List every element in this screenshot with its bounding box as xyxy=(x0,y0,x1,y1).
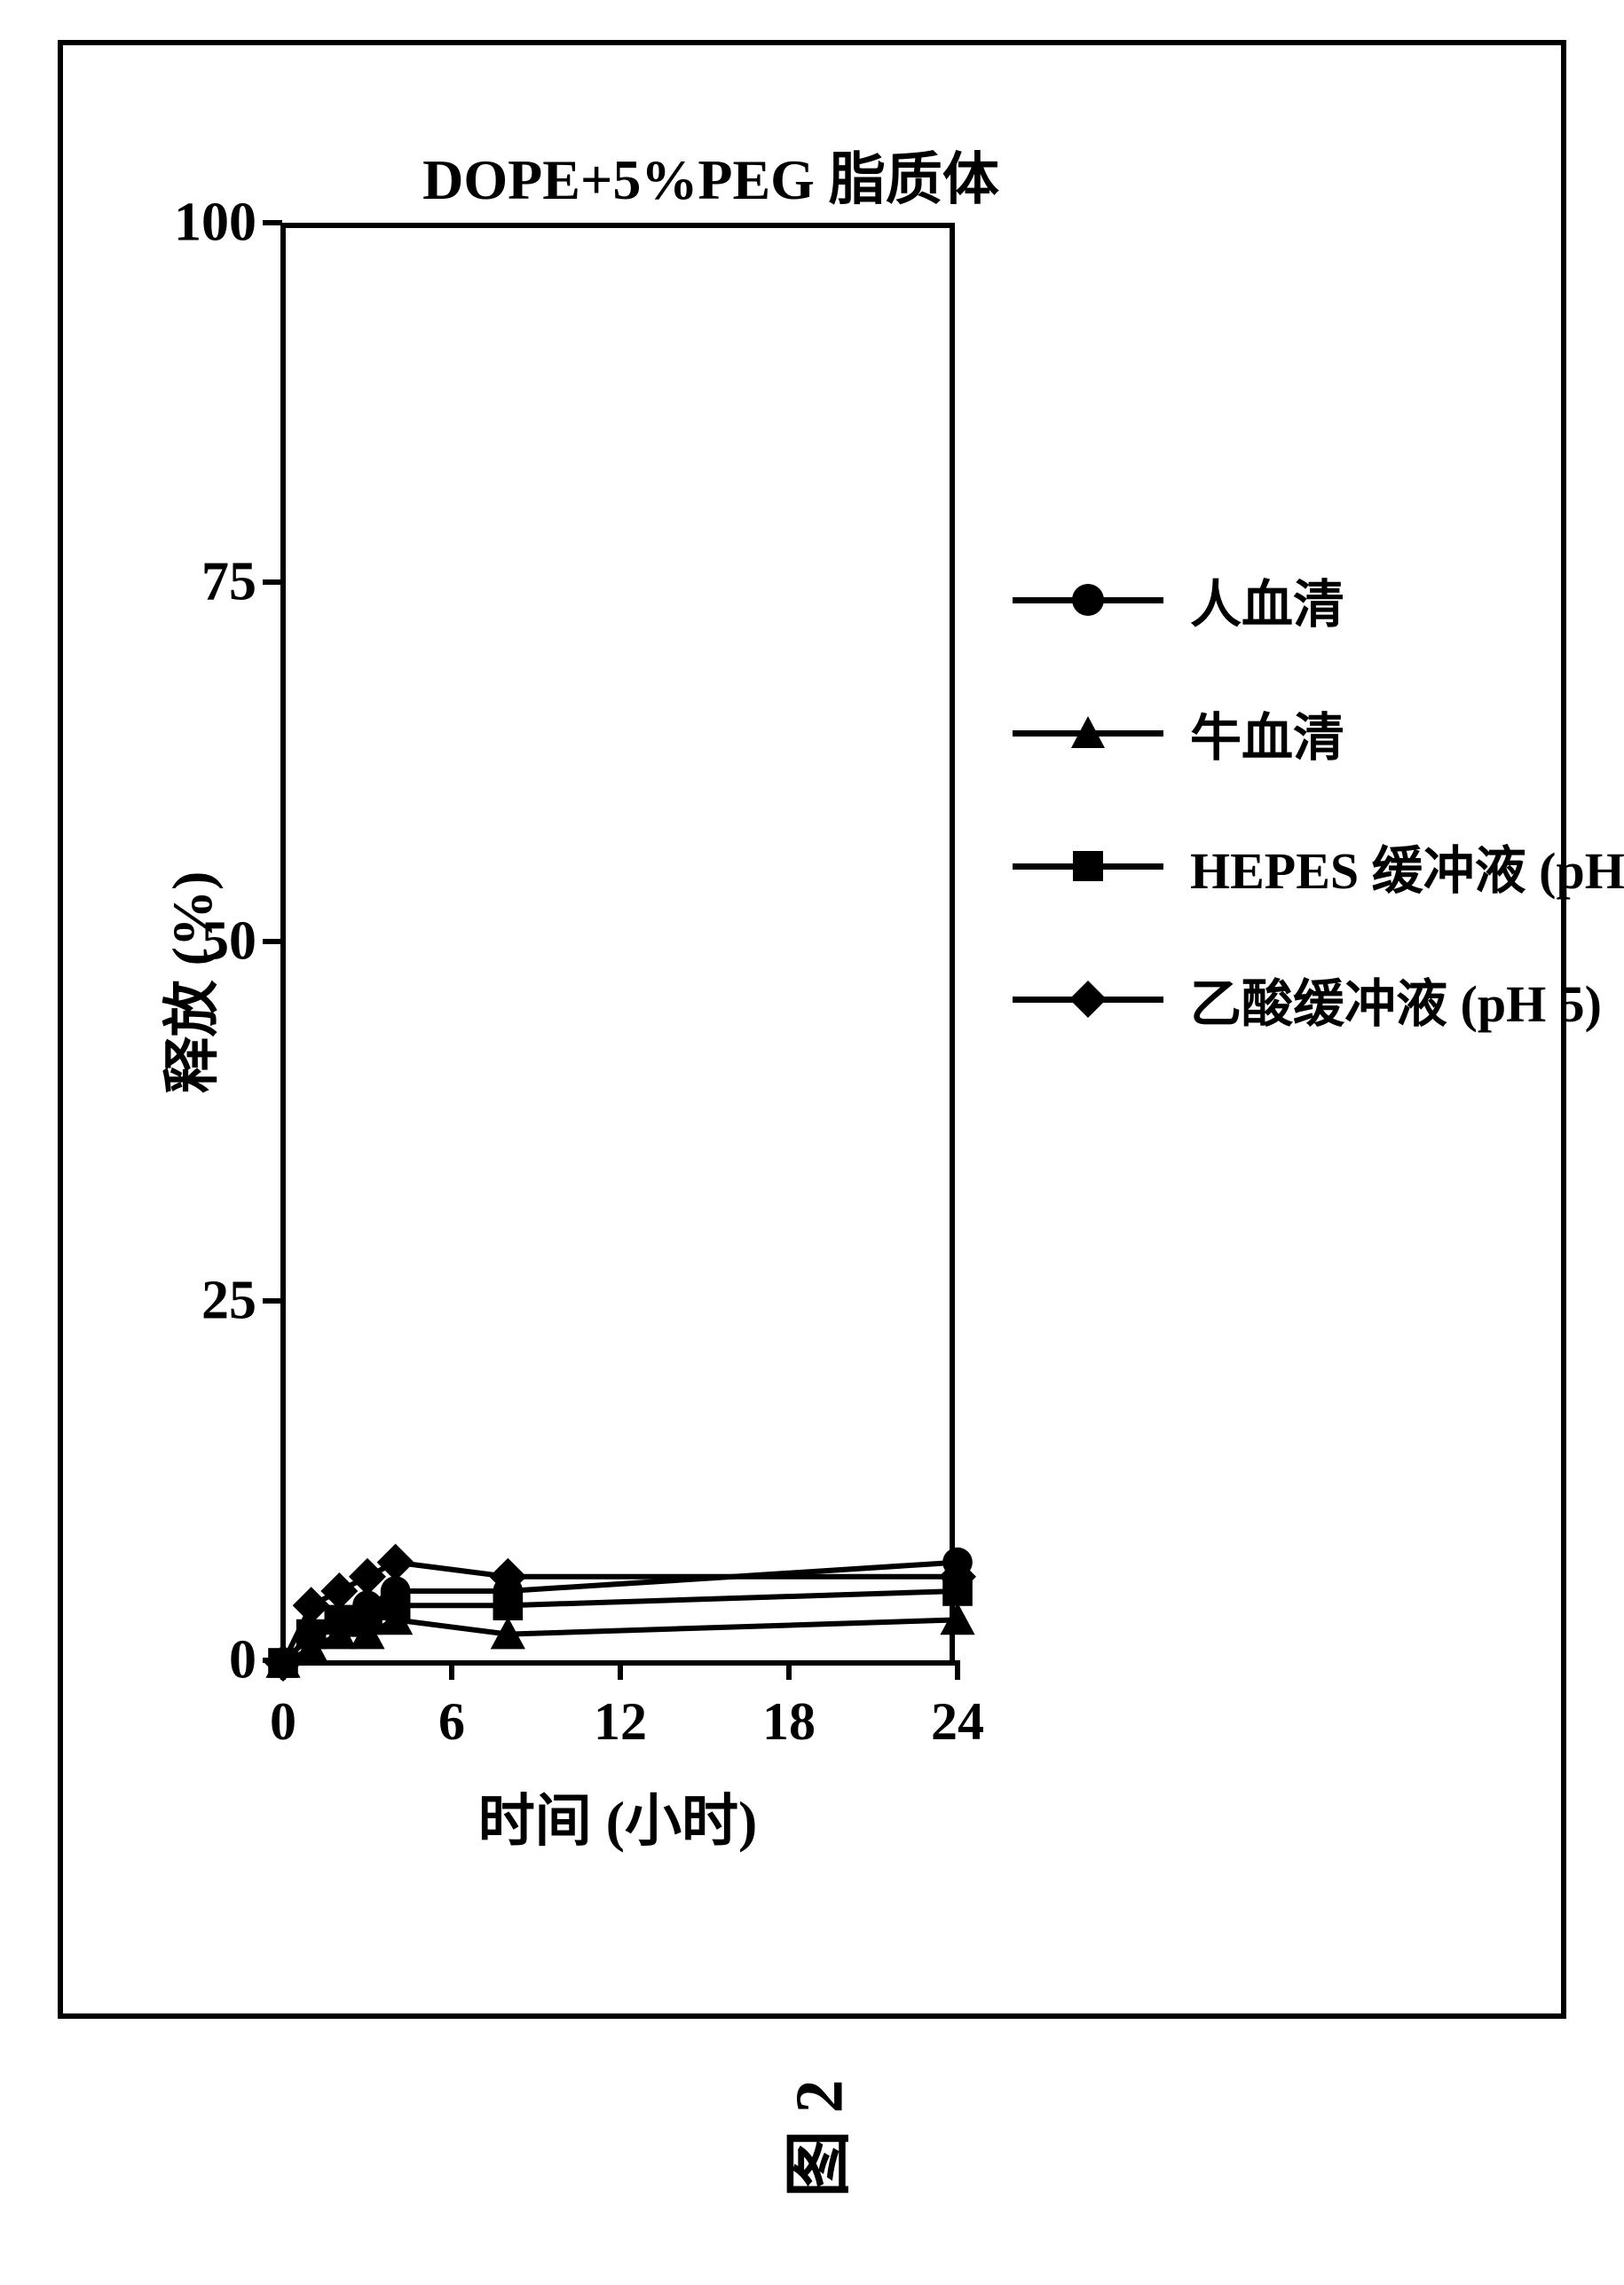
xtick-label: 24 xyxy=(913,1691,1002,1753)
legend-item-human-serum: 人血清 xyxy=(1013,533,1624,666)
xtick-label: 0 xyxy=(239,1691,327,1753)
legend-marker-circle xyxy=(1013,569,1163,631)
ytick-mark xyxy=(263,220,282,225)
ytick-label: 100 xyxy=(132,192,256,255)
ytick-label: 75 xyxy=(132,551,256,614)
x-axis-label: 时间 (小时) xyxy=(280,1776,955,1857)
plot-svg xyxy=(280,223,960,1666)
figure-caption: 图 2 xyxy=(763,2080,861,2198)
legend-item-acetate-buffer: 乙酸缓冲液 (pH 5) xyxy=(1013,933,1624,1066)
legend-item-bovine-serum: 牛血清 xyxy=(1013,666,1624,800)
legend-label: 人血清 xyxy=(1190,563,1344,637)
ytick-label: 0 xyxy=(132,1629,256,1692)
legend-label: HEPES 缓冲液 (pH 7) xyxy=(1190,829,1624,903)
xtick-label: 18 xyxy=(745,1691,833,1753)
legend-label: 牛血清 xyxy=(1190,696,1344,770)
legend-item-hepes-buffer: HEPES 缓冲液 (pH 7) xyxy=(1013,800,1624,933)
outer-frame: DOPE+5%PEG 脂质体 0 25 50 75 100 0 6 12 18 … xyxy=(58,40,1566,2019)
ytick-mark xyxy=(263,939,282,944)
y-axis-label: 释放 (%) xyxy=(146,849,228,1115)
legend: 人血清 牛血清 HEPES 缓冲液 (pH 7) xyxy=(1013,533,1624,1066)
ytick-label: 25 xyxy=(132,1270,256,1333)
legend-marker-diamond xyxy=(1013,968,1163,1030)
legend-marker-triangle xyxy=(1013,702,1163,764)
legend-marker-square xyxy=(1013,835,1163,897)
xtick-label: 12 xyxy=(576,1691,665,1753)
legend-label: 乙酸缓冲液 (pH 5) xyxy=(1190,962,1602,1036)
figure-caption-wrap: 图 2 xyxy=(58,2090,1566,2187)
chart-title: DOPE+5%PEG 脂质体 xyxy=(374,134,1048,216)
page-root: DOPE+5%PEG 脂质体 0 25 50 75 100 0 6 12 18 … xyxy=(58,40,1566,2152)
ytick-mark xyxy=(263,1298,282,1304)
xtick-label: 6 xyxy=(407,1691,496,1753)
ytick-mark xyxy=(263,579,282,585)
